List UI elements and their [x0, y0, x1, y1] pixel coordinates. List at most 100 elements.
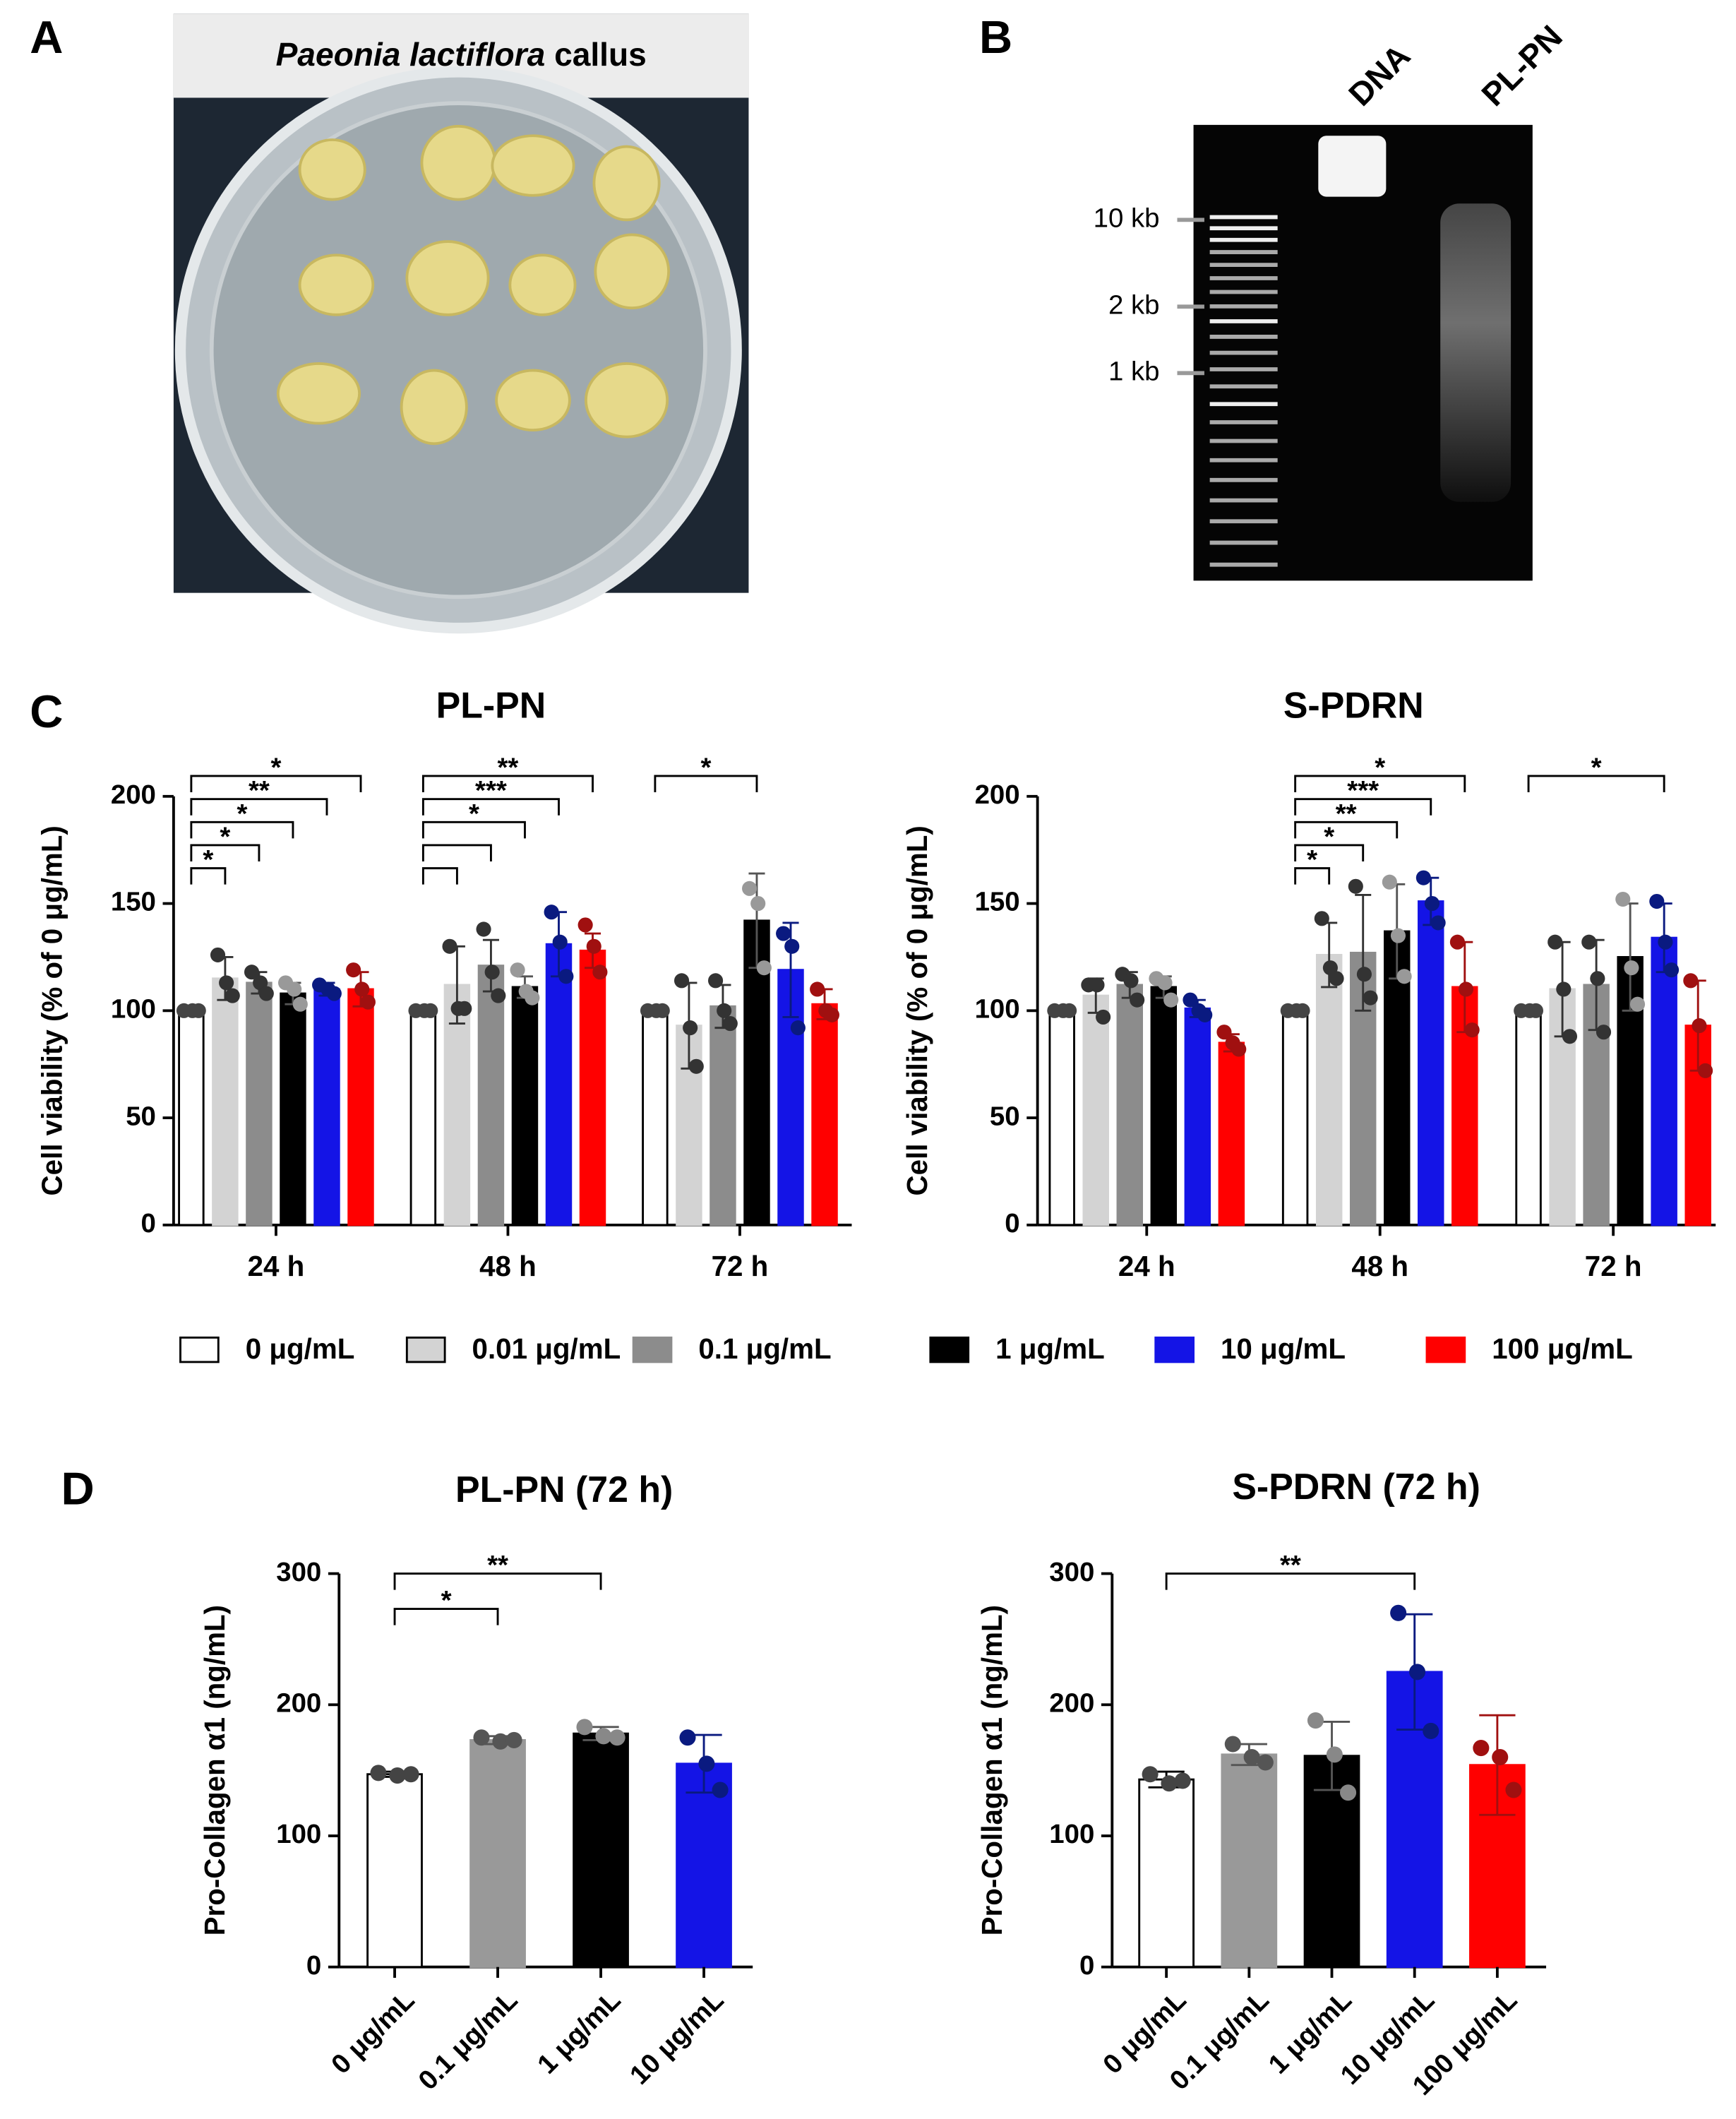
data-point	[1424, 896, 1440, 912]
data-point	[1548, 934, 1563, 950]
significance-label: *	[700, 753, 711, 783]
data-point	[1581, 934, 1597, 950]
chart-title: S-PDRN (72 h)	[1232, 1466, 1480, 1507]
data-point	[370, 1765, 387, 1781]
significance-label: ***	[1347, 775, 1379, 806]
significance-bracket	[190, 775, 362, 793]
bar	[1150, 986, 1178, 1226]
data-point	[210, 947, 226, 962]
data-point	[389, 1767, 406, 1784]
bar	[477, 965, 505, 1226]
significance-label: *	[203, 844, 213, 875]
data-point	[742, 881, 758, 896]
data-point	[1197, 1007, 1213, 1022]
chart-title: S-PDRN	[1283, 685, 1424, 726]
data-point	[346, 962, 361, 978]
data-point	[1423, 1722, 1439, 1739]
legend-label: 0.01 μg/mL	[472, 1332, 621, 1365]
photo-title-rest: callus	[554, 36, 647, 73]
bar	[1218, 1041, 1245, 1226]
significance-bracket	[1294, 775, 1466, 793]
data-point	[1243, 1749, 1260, 1766]
significance-label: ***	[475, 775, 507, 806]
significance-bracket	[190, 820, 294, 839]
data-point	[1216, 1025, 1232, 1040]
data-point	[1329, 971, 1344, 986]
callus	[495, 369, 571, 432]
legend-swatch	[1425, 1336, 1466, 1363]
bar	[1281, 1009, 1309, 1226]
y-axis-label: Pro-Collagen α1 (ng/mL)	[976, 1605, 1008, 1935]
bar	[1138, 1778, 1195, 1969]
data-point	[1326, 1746, 1343, 1763]
data-point	[1698, 1063, 1713, 1078]
significance-label: **	[487, 1550, 508, 1580]
legend-swatch	[405, 1336, 446, 1363]
data-point	[1663, 962, 1680, 978]
data-point	[457, 1001, 472, 1016]
data-point	[1157, 975, 1173, 991]
bar	[469, 1739, 526, 1969]
data-point	[1183, 992, 1198, 1008]
data-point	[244, 965, 260, 980]
significance-label: *	[237, 799, 247, 829]
bar	[178, 1009, 205, 1226]
significance-label: *	[1307, 844, 1317, 875]
bar	[1515, 1009, 1542, 1226]
data-point	[1348, 878, 1363, 894]
data-point	[423, 1003, 438, 1018]
callus	[298, 138, 366, 201]
data-point	[1356, 967, 1372, 982]
data-point	[756, 960, 772, 976]
data-point	[473, 1729, 490, 1746]
data-point	[484, 965, 500, 980]
panel-label: B	[979, 11, 1012, 63]
significance-bracket	[421, 798, 560, 816]
data-point	[442, 938, 457, 954]
legend-label: 0 μg/mL	[246, 1332, 355, 1365]
data-point	[712, 1781, 729, 1798]
bar	[246, 981, 273, 1226]
gel-marker-label: 1 kb	[1108, 357, 1160, 387]
y-tick-label: 0	[1005, 1208, 1019, 1238]
legend-swatch	[179, 1336, 220, 1363]
data-point	[505, 1731, 522, 1748]
callus	[298, 253, 375, 316]
data-point	[1340, 1784, 1357, 1801]
data-point	[492, 1733, 509, 1750]
legend-label: 10 μg/mL	[1221, 1332, 1346, 1365]
pl-pn-smear	[1440, 203, 1511, 502]
data-point	[219, 975, 234, 991]
bar	[443, 984, 471, 1226]
callus	[276, 362, 361, 425]
data-point	[1624, 960, 1639, 976]
data-point	[698, 1755, 715, 1772]
panel-label: A	[30, 11, 63, 63]
data-point	[1590, 971, 1605, 986]
y-axis-label: Cell viability (% of 0 μg/mL)	[901, 825, 933, 1195]
significance-bracket	[393, 1572, 602, 1590]
significance-label: **	[497, 753, 518, 783]
data-point	[1458, 981, 1474, 997]
bar	[1184, 1007, 1211, 1226]
y-tick-label: 150	[111, 887, 156, 917]
data-point	[586, 938, 601, 954]
y-tick-label: 0	[306, 1950, 321, 1981]
y-tick-label: 100	[276, 1819, 321, 1849]
legend-label: 1 μg/mL	[995, 1332, 1105, 1365]
petri-dish-inner	[209, 101, 707, 599]
data-point	[1562, 1029, 1578, 1044]
data-point	[552, 934, 568, 950]
data-point	[225, 988, 240, 1003]
significance-bracket	[190, 844, 261, 862]
dna-band	[1318, 136, 1387, 197]
significance-bracket	[1294, 867, 1331, 885]
legend-swatch	[632, 1336, 673, 1363]
gel-image	[1193, 124, 1533, 581]
bar	[545, 943, 573, 1226]
data-point	[1449, 934, 1465, 950]
data-point	[1163, 992, 1179, 1008]
y-tick-label: 0	[1079, 1950, 1094, 1981]
y-tick-label: 300	[1049, 1557, 1094, 1587]
panel-label: C	[30, 686, 63, 737]
